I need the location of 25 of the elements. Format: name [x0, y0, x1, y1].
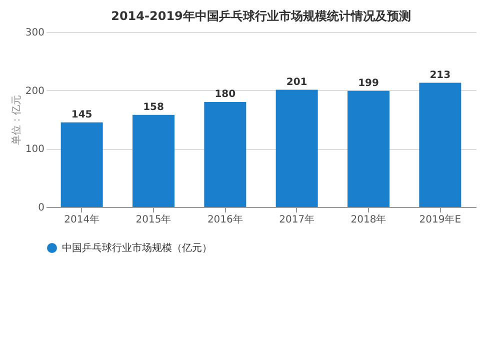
x-tick-label: 2019年E [419, 214, 462, 226]
bar [132, 114, 174, 207]
x-tick-label: 2015年 [136, 214, 172, 226]
data-label: 145 [71, 109, 92, 120]
bar [204, 102, 246, 207]
bar [60, 122, 103, 207]
legend-label: 中国乒乓球行业市场规模（亿元） [62, 242, 212, 254]
data-label: 213 [430, 70, 451, 81]
y-tick-label: 300 [25, 28, 44, 38]
x-tick-label: 2014年 [64, 214, 100, 226]
y-tick-label: 0 [38, 202, 44, 214]
bar [276, 90, 318, 207]
x-tick-label: 2018年 [350, 214, 386, 226]
bar [348, 90, 390, 207]
bar [419, 82, 462, 207]
data-label: 158 [143, 102, 164, 113]
data-label: 199 [358, 78, 379, 89]
y-axis-title: 单位：亿元 [10, 95, 22, 145]
y-tick-label: 200 [25, 86, 44, 97]
x-tick-label: 2016年 [207, 214, 243, 226]
x-tick-label: 2017年 [279, 214, 315, 226]
data-label: 180 [214, 89, 236, 100]
y-tick-label: 100 [25, 144, 44, 156]
data-label: 201 [286, 76, 308, 88]
chart-title: 2014-2019年中国乒乓球行业市场规模统计情况及预测 [111, 9, 411, 23]
